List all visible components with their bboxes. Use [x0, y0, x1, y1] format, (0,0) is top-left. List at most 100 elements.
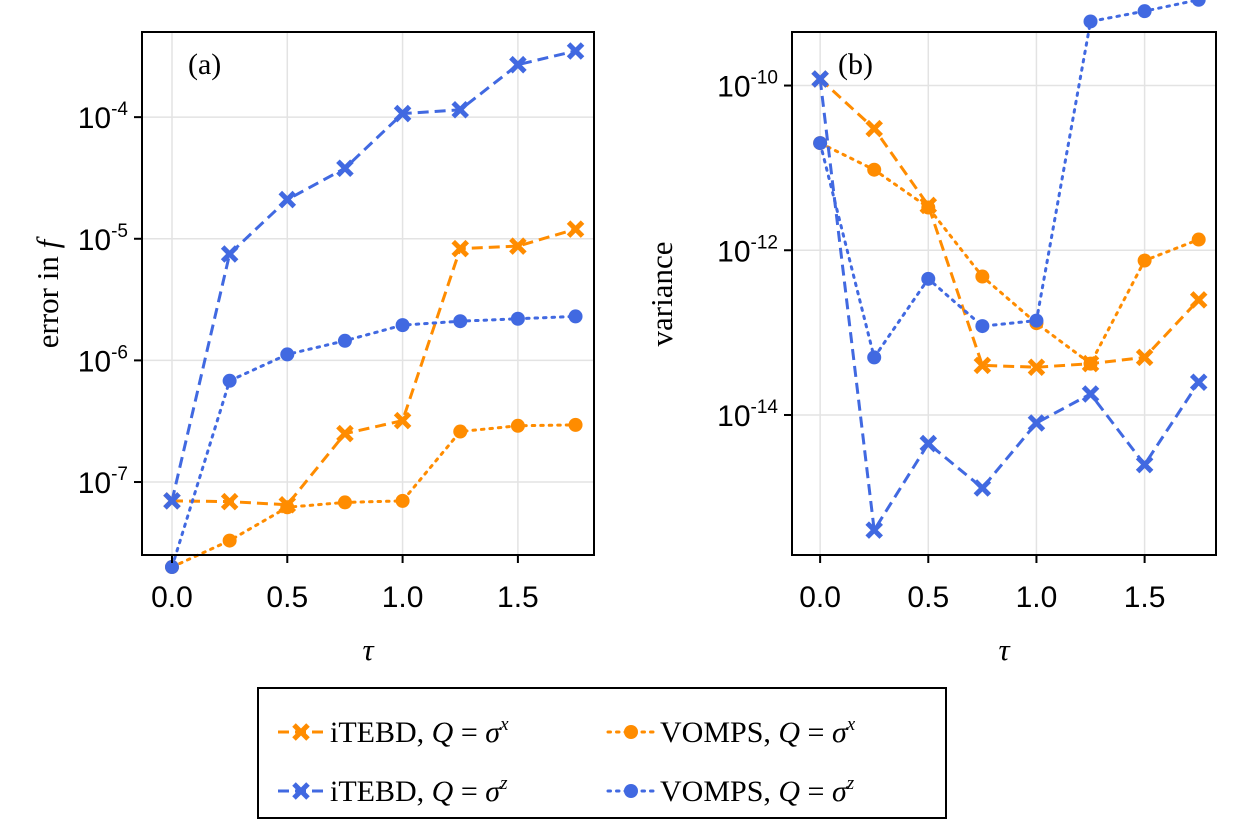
data-point-s4-8	[568, 309, 583, 324]
data-point-s4-7	[510, 311, 525, 326]
data-point-s1-8	[1189, 291, 1208, 309]
data-point-s2-8	[1191, 232, 1206, 247]
data-point-s3-5	[1027, 414, 1046, 432]
legend-label: iTEBD, Q = σx	[330, 714, 509, 749]
legend-swatch-marker	[292, 723, 310, 741]
data-point-s4-5	[1029, 313, 1044, 328]
data-point-s3-4	[973, 479, 992, 497]
data-point-s1-7	[1135, 348, 1154, 367]
legend-label-q: Q	[778, 716, 800, 749]
legend-label-sup: x	[499, 714, 509, 735]
legend-swatch-marker	[624, 725, 638, 739]
y-tick-label: 10-5	[78, 221, 128, 257]
y-tick-exponent: -7	[111, 464, 128, 485]
legend-label-sup: z	[846, 773, 855, 794]
data-point-s3-2	[220, 245, 239, 263]
legend-label-q: Q	[778, 775, 800, 808]
y-tick-base: 10	[717, 71, 750, 104]
data-point-s2-6	[453, 424, 468, 439]
x-tick-label: 1.5	[497, 581, 539, 614]
data-point-s2-7	[510, 418, 525, 433]
y-tick-base: 10	[78, 102, 111, 135]
series-line-4	[170, 314, 578, 569]
series-line-2	[818, 141, 1201, 366]
series-line-2	[170, 423, 578, 569]
data-point-s4-1	[164, 560, 179, 575]
data-point-s3-2	[865, 521, 883, 539]
y-axis-label: error in f	[30, 235, 65, 348]
data-point-s3-6	[451, 100, 470, 119]
y-tick-label: 10-6	[78, 342, 128, 378]
series-line-3	[170, 49, 576, 502]
data-point-s1-8	[566, 220, 585, 238]
legend-label-q: Q	[432, 716, 454, 749]
data-point-s1-2	[220, 492, 239, 511]
y-tick-exponent: -12	[751, 232, 778, 253]
legend-item-2: VOMPS, Q = σx	[606, 714, 856, 749]
data-point-s3-7	[1135, 455, 1154, 474]
data-point-s1-7	[509, 237, 527, 255]
x-tick-label: 0.0	[151, 581, 193, 614]
legend-label-eq: =	[453, 716, 485, 749]
plot-frame	[141, 31, 595, 556]
y-tick-base: 10	[717, 235, 750, 268]
data-point-s3-5	[393, 104, 412, 123]
series-line-3	[818, 78, 1200, 535]
data-point-s3-7	[509, 55, 527, 74]
legend-label-sigma: σ	[832, 716, 848, 749]
data-point-s1-4	[336, 424, 354, 443]
data-point-s1-5	[1027, 358, 1046, 376]
series-line-1	[171, 227, 576, 507]
data-point-s2-4	[337, 495, 352, 510]
data-point-s4-8	[1191, 0, 1206, 7]
legend-label-label: VOMPS,	[660, 716, 778, 749]
legend-label-label: iTEBD,	[330, 716, 432, 749]
data-point-s4-3	[280, 347, 295, 362]
y-axis-label: variance	[644, 242, 679, 347]
data-point-s1-4	[973, 356, 992, 375]
y-tick-label: 10-7	[78, 464, 128, 500]
data-point-s3-1	[811, 70, 829, 88]
y-axis-label-text: variance	[644, 242, 679, 347]
y-tick-label: 10-4	[78, 99, 129, 135]
legend-label: VOMPS, Q = σz	[660, 773, 855, 808]
data-point-s4-6	[1083, 14, 1098, 29]
data-point-s4-2	[867, 350, 882, 365]
data-point-s2-8	[568, 417, 583, 432]
legend-label-label: iTEBD,	[330, 775, 432, 808]
legend-label-eq: =	[800, 716, 832, 749]
y-tick-label: 10-12	[717, 232, 778, 268]
legend-label-q: Q	[432, 775, 454, 808]
data-point-s2-3	[280, 500, 295, 515]
x-axis-label: τ	[362, 632, 375, 667]
data-point-s2-2	[867, 162, 882, 177]
data-point-s4-1	[813, 136, 828, 151]
y-tick-label: 10-14	[717, 397, 778, 433]
data-point-s4-3	[921, 271, 936, 286]
legend-label-eq: =	[453, 775, 485, 808]
x-tick-label: 1.0	[382, 581, 424, 614]
x-tick-label: 0.5	[907, 581, 949, 614]
legend-box	[257, 687, 947, 819]
y-tick-exponent: -4	[111, 99, 128, 120]
legend-label-sigma: σ	[485, 716, 501, 749]
data-point-s3-6	[1081, 385, 1100, 403]
panel-label: (a)	[188, 48, 221, 81]
panel-label: (b)	[838, 48, 873, 81]
y-tick-exponent: -5	[111, 221, 128, 242]
data-point-s4-4	[337, 333, 352, 348]
x-tick-label: 1.5	[1124, 581, 1166, 614]
legend-label-sup: z	[499, 773, 508, 794]
legend-label-sigma: σ	[485, 775, 501, 808]
data-point-s2-3	[921, 200, 936, 215]
legend-item-1: iTEBD, Q = σx	[278, 714, 509, 749]
data-point-s4-6	[453, 314, 468, 329]
y-axis-label-text: error in	[30, 248, 65, 348]
legend-label-sigma: σ	[832, 775, 848, 808]
x-tick-label: 0.0	[799, 581, 841, 614]
data-point-s3-3	[278, 190, 297, 209]
y-tick-base: 10	[78, 345, 111, 378]
